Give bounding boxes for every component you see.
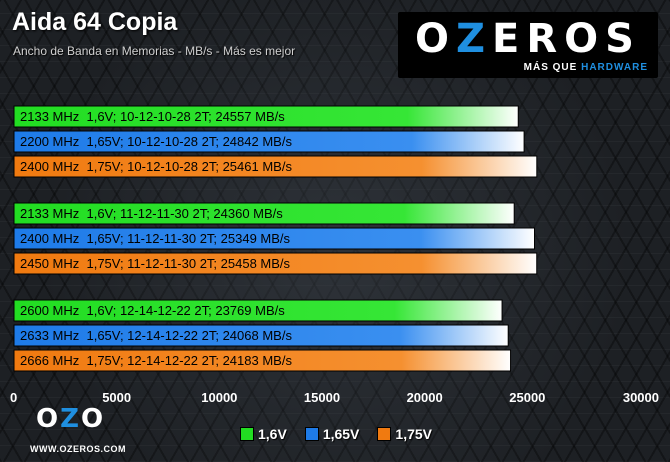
bar-g2-1-75v [13,252,538,275]
x-tick-label: 5000 [102,390,131,405]
bar-g2-1-65v [13,227,535,250]
legend-item-1-75v: 1,75V [377,426,432,442]
watermark-mark: OZO [36,404,106,434]
logo-tagline: MÁS QUE HARDWARE [523,62,648,73]
x-tick-label: 30000 [623,390,659,405]
bar-g2-1-6v [13,202,515,225]
bar-label-g1-1-75v: 2400 MHz 1,75V; 10-12-10-28 2T; 25461 MB… [20,159,292,174]
x-tick-label: 15000 [304,390,340,405]
bar-label-g3-1-75v: 2666 MHz 1,75V; 12-14-12-22 2T; 24183 MB… [20,353,292,368]
legend-label-1-65v: 1,65V [322,426,360,442]
bar-label-g3-1-65v: 2633 MHz 1,65V; 12-14-12-22 2T; 24068 MB… [20,328,292,343]
chart-title: Aida 64 Copia [12,8,178,36]
legend-swatch-1-6v [240,427,254,441]
bar-g1-1-65v [13,130,525,153]
legend-item-1-6v: 1,6V [240,426,287,442]
bar-g3-1-6v [13,299,503,322]
chart-legend: 1,6V 1,65V 1,75V [240,426,432,442]
ozeros-watermark: OZO WWW.OZEROS.COM [30,402,130,460]
bar-label-g2-1-6v: 2133 MHz 1,6V; 11-12-11-30 2T; 24360 MB/… [20,206,283,221]
x-tick-label: 0 [10,390,17,405]
ozeros-logo: OZEROS MÁS QUE HARDWARE [398,12,658,78]
chart-subtitle: Ancho de Banda en Memorias - MB/s - Más … [13,44,296,58]
logo-wordmark: OZEROS [415,16,641,62]
bar-label-g1-1-65v: 2200 MHz 1,65V; 10-12-10-28 2T; 24842 MB… [20,134,292,149]
legend-item-1-65v: 1,65V [304,426,360,442]
legend-swatch-1-75v [377,427,392,441]
bar-label-g3-1-6v: 2600 MHz 1,6V; 12-14-12-22 2T; 23769 MB/… [20,303,285,318]
bar-g3-1-65v [13,324,509,347]
watermark-url: WWW.OZEROS.COM [30,444,126,454]
x-tick-label: 20000 [407,390,443,405]
x-tick-label: 10000 [201,390,237,405]
bar-label-g2-1-65v: 2400 MHz 1,65V; 11-12-11-30 2T; 25349 MB… [20,231,291,246]
bar-g1-1-75v [13,155,538,178]
x-tick-label: 25000 [509,390,545,405]
legend-swatch-1-65v [304,427,319,441]
legend-label-1-6v: 1,6V [258,426,287,442]
bar-g3-1-75v [13,349,512,372]
legend-label-1-75v: 1,75V [395,426,432,442]
bar-label-g2-1-75v: 2450 MHz 1,75V; 11-12-11-30 2T; 25458 MB… [20,256,291,271]
bar-label-g1-1-6v: 2133 MHz 1,6V; 10-12-10-28 2T; 24557 MB/… [20,109,285,124]
bar-g1-1-6v [13,105,519,128]
